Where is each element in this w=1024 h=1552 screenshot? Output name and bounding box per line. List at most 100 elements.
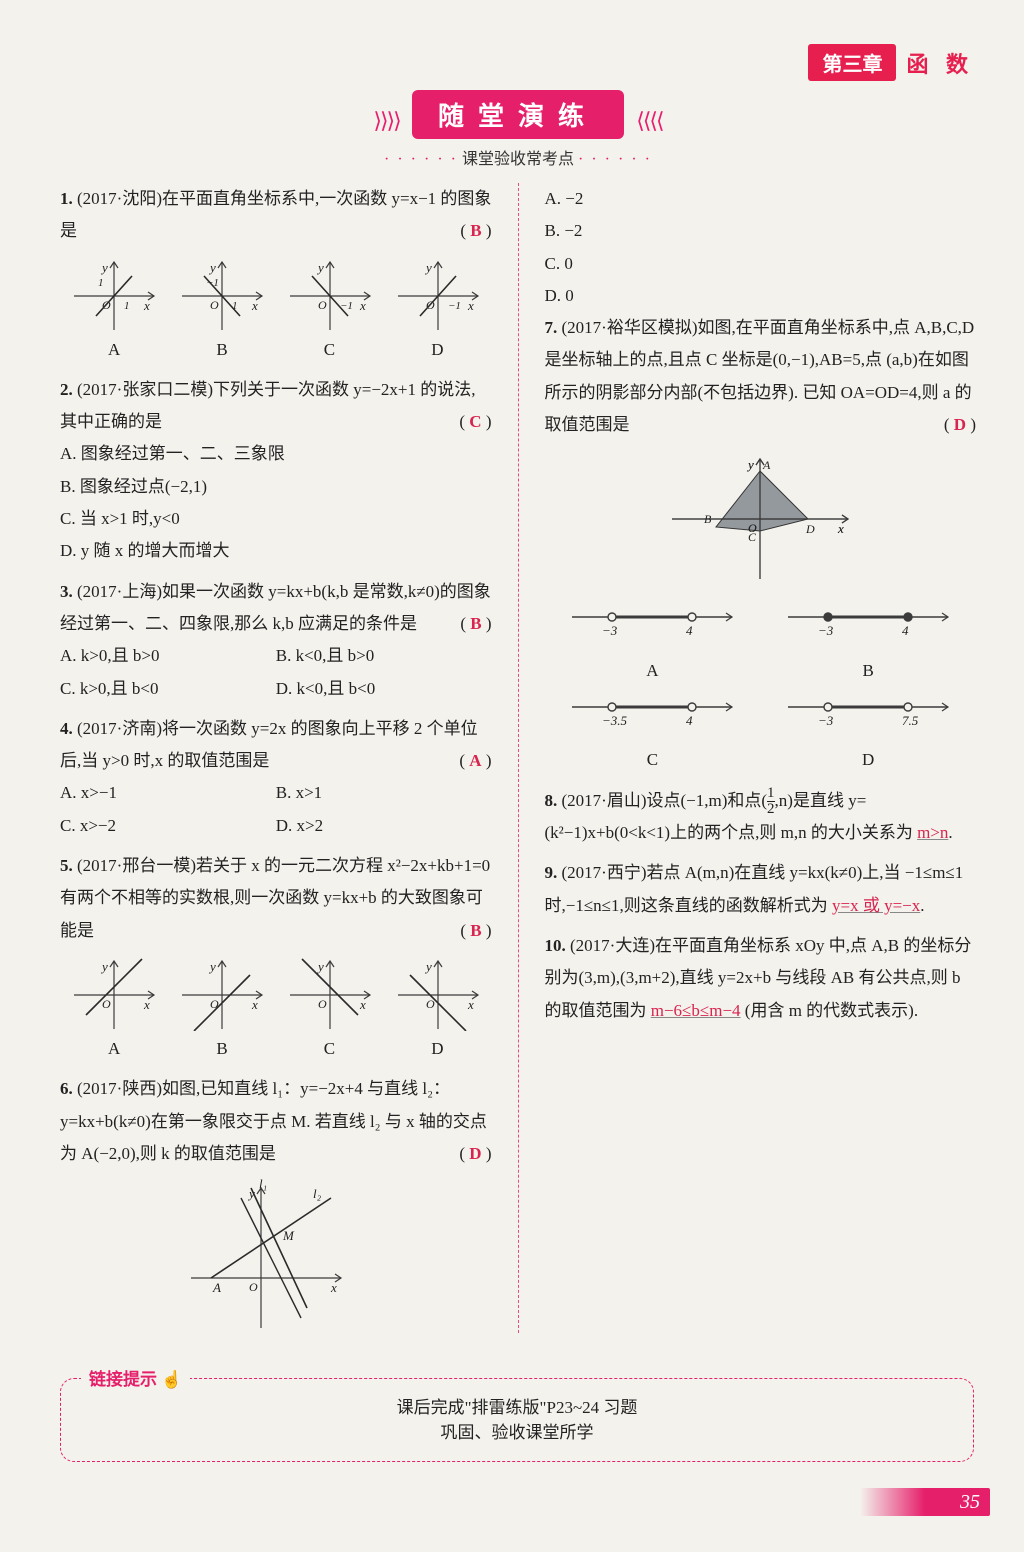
q2-ans-slot: ( C ) [459,406,491,438]
svg-text:x: x [251,997,258,1012]
q6-opts: A. −2B. −2C. 0D. 0 [545,183,977,312]
svg-text:y: y [424,260,432,275]
q9-num: 9. [545,863,558,882]
footer-line2: 巩固、验收课堂所学 [81,1418,953,1443]
q8: 8. (2017·眉山)设点(−1,m)和点(12,n)是直线 y=(k²−1)… [545,785,977,850]
svg-text:1: 1 [232,300,238,312]
q7-answer: D [954,415,966,434]
chapter-tag: 第三章 函 数 [808,44,974,81]
svg-text:−3: −3 [818,623,834,638]
q5-opt-label: D [431,1033,443,1065]
hand-icon: ☝ [161,1370,182,1389]
svg-text:4: 4 [686,623,693,638]
column-divider [518,183,519,1333]
q2-text: (2017·张家口二模)下列关于一次函数 y=−2x+1 的说法,其中正确的是 [60,380,476,431]
q1-opt-label: B [216,334,227,366]
q1-opt-label: A [108,334,120,366]
svg-text:O: O [102,997,111,1011]
q7-graph: xyOxyOABCD [660,449,860,589]
q10-answer: m−6≤b≤m−4 [651,1001,741,1020]
svg-text:l₂: l₂ [313,1186,322,1201]
q7-opt-label: C [545,744,761,776]
deco-right: ⟨⟨⟨⟨ [636,108,662,133]
svg-text:y: y [208,959,216,974]
q7-numline: −34A [545,597,761,687]
q4-num: 4. [60,719,73,738]
q5-answer: B [470,921,481,940]
q5-opt-label: B [216,1033,227,1065]
q3: 3. (2017·上海)如果一次函数 y=kx+b(k,b 是常数,k≠0)的图… [60,576,492,705]
subtitle: · · · · · · 课堂验收常考点 · · · · · · [60,145,976,169]
q4-answer: A [469,751,481,770]
svg-text:O: O [210,997,219,1011]
two-column-body: 1. (2017·沈阳)在平面直角坐标系中,一次函数 y=x−1 的图象是 ( … [60,183,976,1333]
q1-text: (2017·沈阳)在平面直角坐标系中,一次函数 y=x−1 的图象是 [60,189,491,240]
q6-answer: D [469,1144,481,1163]
q4-opts: A. x>−1B. x>1C. x>−2D. x>2 [60,777,492,842]
svg-text:O: O [249,1280,258,1294]
q8-text1: (2017·眉山)设点(−1,m)和点( [562,791,768,810]
q3-opt: C. k>0,且 b<0 [60,673,276,705]
svg-text:x: x [330,1280,337,1295]
q9-tail: . [920,896,924,915]
footer-box: 链接提示 ☝ 课后完成"排雷练版"P23~24 习题 巩固、验收课堂所学 [60,1378,974,1462]
chapter-side: 函 数 [906,47,974,79]
svg-text:−3: −3 [818,713,834,728]
left-column: 1. (2017·沈阳)在平面直角坐标系中,一次函数 y=x−1 的图象是 ( … [60,183,492,1333]
svg-text:x: x [359,298,366,313]
q7-opt-label: D [760,744,976,776]
q7-opt-label: B [760,655,976,687]
q2-opt: B. 图象经过点(−2,1) [60,471,492,503]
svg-text:y: y [316,260,324,275]
q9-answer: y=x 或 y=−x [832,896,920,915]
q2: 2. (2017·张家口二模)下列关于一次函数 y=−2x+1 的说法,其中正确… [60,374,492,568]
q3-opt: D. k<0,且 b<0 [276,673,492,705]
svg-text:−1: −1 [448,300,461,312]
subtitle-text: 课堂验收常考点 [462,151,574,168]
svg-text:x: x [837,521,844,536]
q5-ans-slot: ( B ) [460,915,491,947]
footer-tag: 链接提示 ☝ [81,1365,190,1390]
svg-text:−3.5: −3.5 [602,713,628,728]
svg-text:−1: −1 [340,300,353,312]
q5-opt-label: C [324,1033,335,1065]
q6-ans-slot: ( D ) [459,1138,491,1170]
svg-text:7.5: 7.5 [902,713,919,728]
q7-num: 7. [545,318,558,337]
svg-text:1: 1 [124,300,130,312]
q7-numline: −3.54C [545,687,761,777]
q2-opt: D. y 随 x 的增大而增大 [60,535,492,567]
svg-text:x: x [467,997,474,1012]
q2-opt: C. 当 x>1 时,y<0 [60,503,492,535]
svg-text:y: y [316,959,324,974]
q2-num: 2. [60,380,73,399]
q4-opt: D. x>2 [276,810,492,842]
svg-text:O: O [318,298,327,312]
svg-text:M: M [282,1228,295,1243]
q1-labels: ABCD [60,334,492,366]
svg-text:y: y [424,959,432,974]
q5-num: 5. [60,856,73,875]
q4-text: (2017·济南)将一次函数 y=2x 的图象向上平移 2 个单位后,当 y>0… [60,719,478,770]
q4: 4. (2017·济南)将一次函数 y=2x 的图象向上平移 2 个单位后,当 … [60,713,492,842]
q4-opt: A. x>−1 [60,777,276,809]
svg-text:y: y [100,260,108,275]
svg-text:O: O [318,997,327,1011]
svg-text:O: O [210,298,219,312]
svg-text:B: B [704,512,712,526]
q5-opt-label: A [108,1033,120,1065]
q5-labels: A B C D [60,1033,492,1065]
q8-frac: 12 [767,786,775,817]
q8-answer: m>n [917,823,948,842]
svg-text:−3: −3 [602,623,618,638]
q7-numline: −3 7.5 D [760,687,976,777]
q4-opt: B. x>1 [276,777,492,809]
q6: 6. (2017·陕西)如图,已知直线 l₁：y=−2x+4 与直线 l₂：y=… [60,1073,492,1328]
svg-text:x: x [467,298,474,313]
page-number: 35 [860,1488,990,1516]
q6-opt: D. 0 [545,280,761,312]
q10: 10. (2017·大连)在平面直角坐标系 xOy 中,点 A,B 的坐标分别为… [545,930,977,1027]
deco-left: ⟩⟩⟩⟩ [373,108,399,133]
q7: 7. (2017·裕华区模拟)如图,在平面直角坐标系中,点 A,B,C,D 是坐… [545,312,977,776]
q2-opt: A. 图象经过第一、二、三象限 [60,438,492,470]
